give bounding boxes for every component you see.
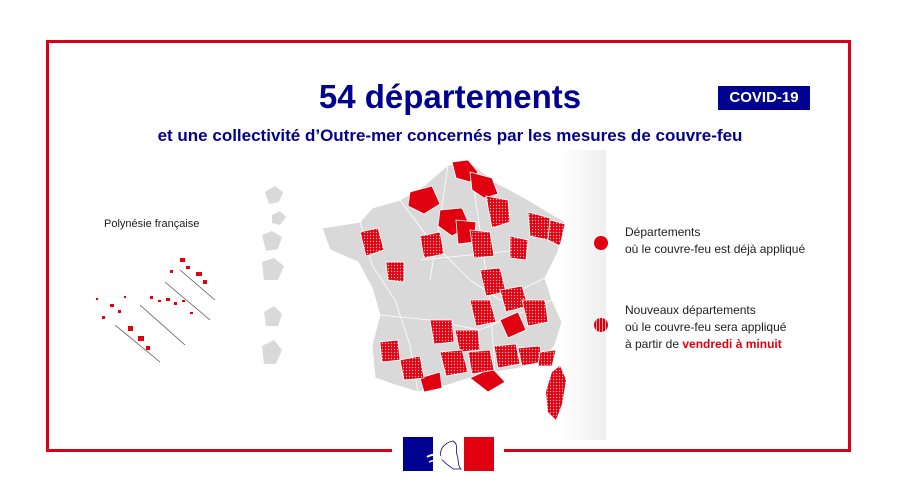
polynesia-inset [96,258,216,363]
legend-applied-line1: Départements [625,225,701,239]
legend-new-line3-prefix: à partir de [625,337,683,351]
legend-new: Nouveaux départements où le couvre-feu s… [625,302,786,353]
map-shade [560,150,606,440]
marianne-logo-icon [403,437,494,471]
legend-applied-line2: où le couvre-feu est déjà appliqué [625,242,806,256]
coast-islands [262,186,286,364]
corsica [546,366,566,420]
legend-applied: Départements où le couvre-feu est déjà a… [625,224,805,258]
legend-new-line2: où le couvre-feu sera appliqué [625,320,787,334]
legend-new-line3: à partir de vendredi à minuit [625,336,786,353]
legend-dot-new [594,318,608,332]
legend-new-highlight: vendredi à minuit [682,337,782,351]
legend-dot-applied [594,236,608,250]
page-subtitle: et une collectivité d’Outre-mer concerné… [157,126,743,145]
covid-badge: COVID-19 [718,86,810,110]
legend-new-line1: Nouveaux départements [625,303,756,317]
france-map [321,159,566,420]
polynesia-label: Polynésie française [104,218,200,230]
page-title: 54 départements [318,78,582,115]
